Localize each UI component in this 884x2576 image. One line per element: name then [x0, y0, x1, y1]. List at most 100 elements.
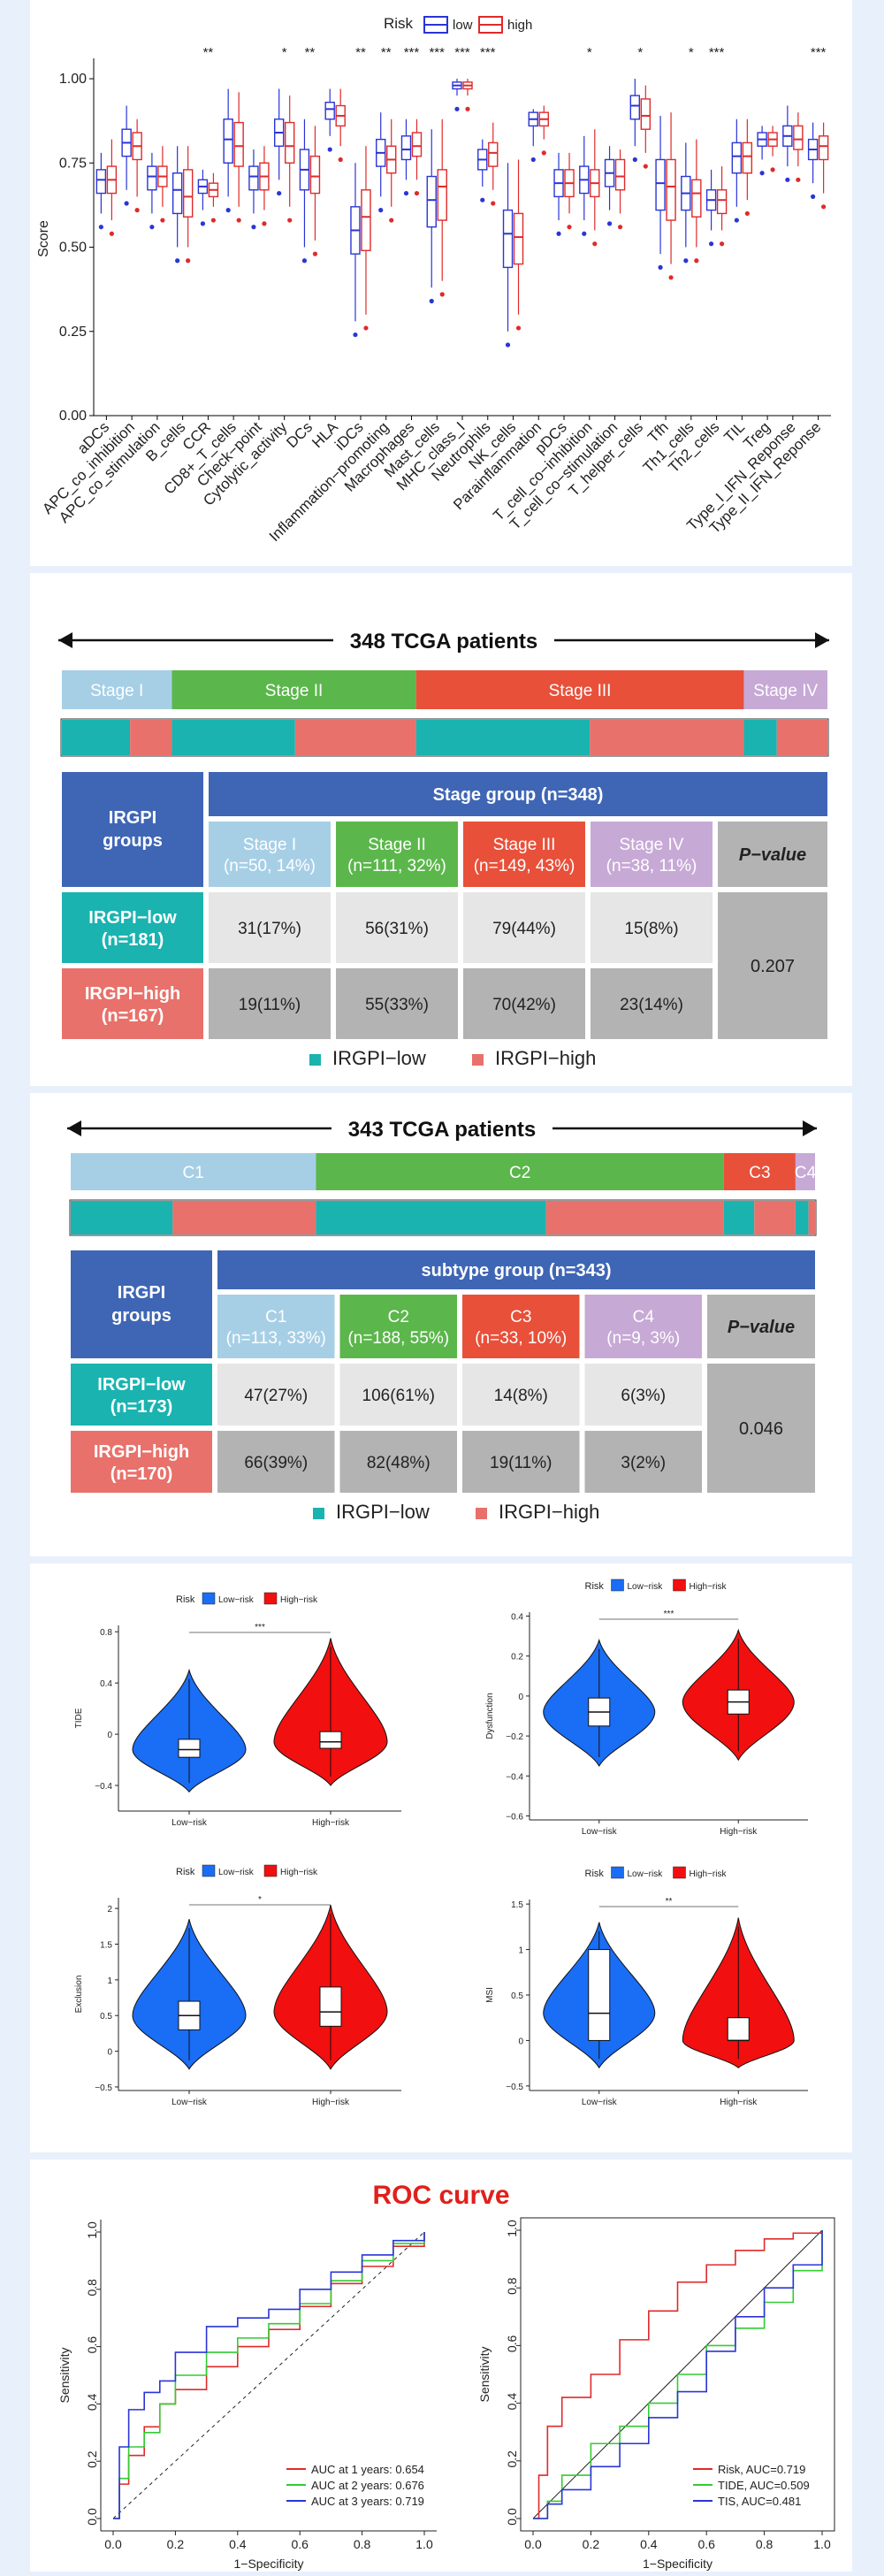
risk-strip-high	[776, 720, 827, 755]
table-cell-value: 55(33%)	[365, 996, 429, 1014]
risk-strip-frame	[69, 1199, 817, 1236]
subtype-panel: 343 TCGA patients C1 C2 C3 C4 IRGPI groups subt…	[30, 1093, 852, 1556]
x-tick-label: High−risk	[312, 1818, 350, 1828]
outlier-point	[225, 208, 231, 213]
x-tick-label: 0.2	[583, 2537, 600, 2551]
row-header-name: IRGPI−high	[94, 1442, 189, 1462]
legend-low-key	[202, 1592, 216, 1605]
table-cell	[591, 968, 713, 1039]
y-tick-label: 0.6	[505, 2335, 519, 2352]
legend-label: TIS, AUC=0.481	[718, 2495, 801, 2508]
legend-high-key	[472, 1054, 484, 1066]
pvalue-header-label: P−value	[739, 845, 806, 865]
legend-low-label: Low−risk	[628, 1582, 664, 1592]
outlier-point	[160, 218, 165, 223]
y-axis-label: MSI	[485, 1987, 495, 2003]
y-tick-label: 0	[518, 1693, 523, 1702]
risk-strip-low	[71, 1201, 173, 1234]
outlier-point	[582, 231, 587, 236]
legend-label: AUC at 2 years: 0.676	[311, 2479, 424, 2492]
table-cell	[584, 1431, 702, 1493]
column-header-name: Stage III	[493, 836, 556, 854]
column-header-count: (n=50, 14%)	[224, 857, 316, 875]
pvalue-value: 0.046	[739, 1419, 783, 1439]
box-high	[488, 141, 499, 167]
legend-low-key	[313, 1508, 324, 1519]
y-tick-label: −0.6	[506, 1812, 523, 1822]
column-header-count: (n=111, 32%)	[347, 857, 446, 875]
outlier-point	[414, 190, 420, 196]
outlier-point	[338, 157, 343, 163]
y-tick-label: 0.25	[59, 325, 87, 340]
y-tick-label: −0.5	[95, 2083, 112, 2093]
column-header-count: (n=149, 43%)	[474, 857, 575, 875]
significance-label: *	[637, 45, 643, 60]
violin-box	[727, 2017, 750, 2041]
outlier-point	[262, 221, 267, 226]
group-header-label: subtype group (n=343)	[421, 1261, 611, 1280]
column-header-count: (n=188, 55%)	[347, 1329, 449, 1348]
outlier-point	[632, 157, 637, 163]
y-tick-label: 0.4	[511, 1613, 523, 1623]
outlier-point	[719, 241, 725, 247]
legend-high-label: IRGPI−high	[499, 1501, 599, 1523]
risk-strip-low	[743, 720, 777, 755]
outlier-point	[592, 241, 598, 247]
risk-strip-low	[415, 720, 591, 755]
x-tick-label: 0.0	[104, 2537, 122, 2551]
table-cell	[462, 1431, 580, 1493]
groups-header-line1: IRGPI	[118, 1283, 165, 1303]
box-high	[793, 125, 804, 150]
y-tick-label: 1	[107, 1976, 112, 1986]
pvalue-header-cell	[718, 822, 827, 887]
table-cell-value: 23(14%)	[620, 996, 683, 1014]
pvalue-cell	[718, 892, 827, 1039]
row-header-count: (n=167)	[102, 1006, 164, 1026]
significance-label: ***	[811, 45, 827, 60]
legend-high-key	[263, 1592, 278, 1605]
legend-low-key	[611, 1866, 624, 1879]
x-tick-label: 0.6	[291, 2537, 309, 2551]
violin-box	[178, 1739, 201, 1758]
significance-label: ***	[404, 45, 420, 60]
legend-low-label: IRGPI−low	[332, 1047, 426, 1069]
legend-title: Risk	[585, 1581, 605, 1592]
legend-label: Risk, AUC=0.719	[718, 2463, 805, 2476]
group-bar-label: Stage II	[265, 682, 324, 700]
table-cell-value: 19(11%)	[239, 996, 301, 1014]
table-cell	[209, 968, 331, 1039]
outlier-point	[683, 258, 689, 264]
box-low	[171, 172, 183, 215]
x-tick-label: Low−risk	[582, 2098, 618, 2107]
significance-label: *	[282, 45, 287, 60]
y-tick-label: 0.2	[505, 2450, 519, 2468]
column-header-cell	[336, 822, 458, 887]
column-header-name: Stage I	[243, 836, 296, 854]
legend-title: Risk	[384, 15, 414, 32]
group-bar-label: Stage III	[549, 682, 612, 700]
table-cell-value: 19(11%)	[490, 1454, 552, 1472]
y-tick-label: 0	[107, 1731, 112, 1740]
outlier-point	[251, 225, 256, 230]
significance-label: **	[305, 45, 316, 60]
y-tick-label: −0.2	[506, 1732, 523, 1742]
outlier-point	[658, 264, 663, 270]
outlier-point	[277, 190, 282, 196]
box-low	[400, 135, 412, 161]
risk-strip-low	[723, 1201, 755, 1234]
column-header-cell	[584, 1295, 702, 1358]
legend-high-label: high	[507, 18, 532, 33]
y-tick-label: 1	[518, 1946, 523, 1956]
column-header-cell	[339, 1295, 457, 1358]
column-header-name: Stage IV	[620, 836, 684, 854]
outlier-point	[363, 325, 369, 331]
outlier-point	[821, 204, 827, 210]
row-header-count: (n=170)	[110, 1464, 173, 1484]
significance-label: ***	[480, 45, 496, 60]
box-high	[233, 121, 244, 167]
roc-chart-1: 0.0 0.0 0.2 0.2 0.4 0.4 0.6 0.6 0.8 0.8 1.0 1.0 1−Sp…	[57, 2220, 437, 2571]
outlier-point	[567, 225, 572, 230]
column-header-name: C2	[388, 1308, 409, 1326]
outlier-point	[505, 342, 511, 348]
outlier-point	[454, 106, 460, 111]
